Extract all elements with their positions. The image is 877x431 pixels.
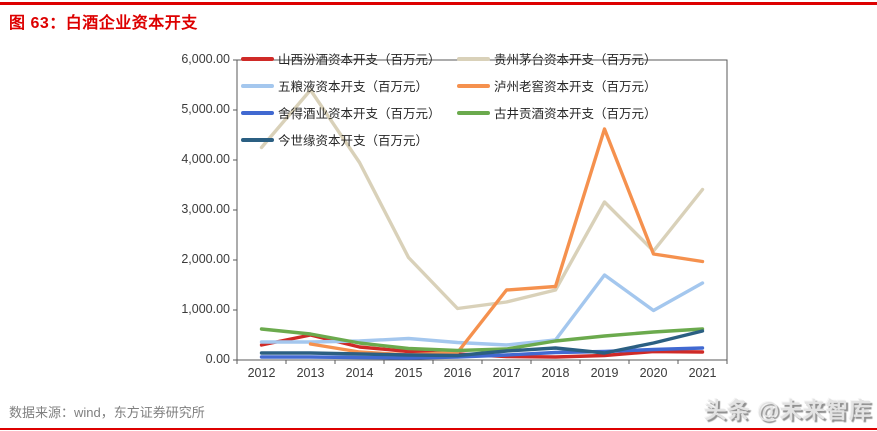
legend-swatch-icon [457, 83, 490, 88]
legend-item-1: 贵州茅台资本开支（百万元） [457, 49, 657, 68]
x-tick-label: 2014 [345, 366, 374, 380]
x-tick-label: 2015 [394, 366, 423, 380]
y-tick-label: 0.00 [205, 352, 230, 366]
x-tick-label: 2020 [639, 366, 668, 380]
legend-label: 泸州老窖资本开支（百万元） [494, 80, 657, 94]
legend-label: 五粮液资本开支（百万元） [278, 80, 429, 94]
series-line-6 [259, 329, 705, 358]
legend-label: 贵州茅台资本开支（百万元） [494, 53, 657, 67]
y-tick-label: 2,000.00 [181, 252, 230, 266]
legend-label: 古井贡酒资本开支（百万元） [494, 107, 657, 121]
legend-swatch-icon [241, 137, 274, 142]
top-red-rule [0, 2, 877, 5]
x-tick-label: 2018 [541, 366, 570, 380]
x-tick-label: 2021 [688, 366, 717, 380]
legend-item-5: 古井贡酒资本开支（百万元） [457, 103, 657, 122]
x-tick-label: 2013 [296, 366, 325, 380]
bottom-red-rule [0, 428, 877, 430]
figure-title: 图 63：白酒企业资本开支 [9, 15, 198, 32]
legend-label: 舍得酒业资本开支（百万元） [278, 107, 441, 121]
series-line-5 [259, 327, 705, 353]
legend-label: 今世缘资本开支（百万元） [278, 134, 429, 148]
x-tick-label: 2012 [247, 366, 276, 380]
watermark-text: 头条 @未来智库 [704, 398, 872, 423]
y-tick-label: 6,000.00 [181, 52, 230, 66]
series-line-2 [259, 273, 705, 347]
legend-item-6: 今世缘资本开支（百万元） [241, 130, 457, 149]
y-tick-label: 3,000.00 [181, 202, 230, 216]
y-tick-label: 4,000.00 [181, 152, 230, 166]
legend-swatch-icon [241, 56, 274, 61]
data-source-note: 数据来源：wind，东方证券研究所 [9, 405, 205, 420]
series-line-4 [259, 346, 705, 360]
legend-swatch-icon [457, 110, 490, 115]
legend-label: 山西汾酒资本开支（百万元） [278, 53, 441, 67]
x-tick-label: 2017 [492, 366, 521, 380]
y-tick-label: 1,000.00 [181, 302, 230, 316]
legend-item-0: 山西汾酒资本开支（百万元） [241, 49, 457, 68]
legend-item-2: 五粮液资本开支（百万元） [241, 76, 457, 95]
y-tick-label: 5,000.00 [181, 102, 230, 116]
x-tick-label: 2016 [443, 366, 472, 380]
legend-item-3: 泸州老窖资本开支（百万元） [457, 76, 657, 95]
legend-swatch-icon [241, 110, 274, 115]
legend-swatch-icon [457, 56, 490, 61]
legend-swatch-icon [241, 83, 274, 88]
series-line-1 [259, 88, 705, 311]
chart-legend: 山西汾酒资本开支（百万元） 贵州茅台资本开支（百万元） 五粮液资本开支（百万元） 泸州… [241, 45, 657, 153]
legend-item-4: 舍得酒业资本开支（百万元） [241, 103, 457, 122]
x-tick-label: 2019 [590, 366, 619, 380]
